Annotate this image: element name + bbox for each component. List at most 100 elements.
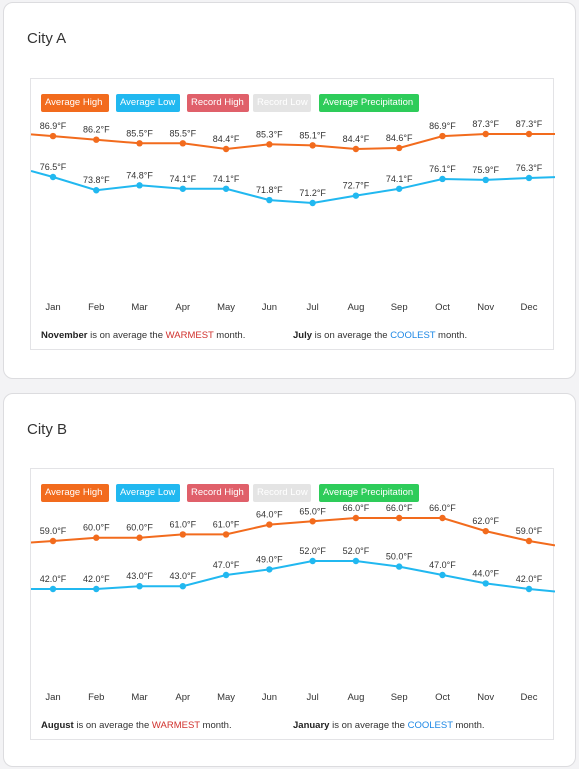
line-plot: 86.9°F 86.2°F 85.5°F 85.5°F 84.4°F 85.3°F 85.1… bbox=[31, 119, 555, 313]
average-low-data-label: 47.0°F bbox=[429, 560, 456, 570]
average-high-point[interactable] bbox=[93, 136, 100, 143]
x-tick-label: Nov bbox=[477, 692, 494, 703]
coolest-text: is on average the bbox=[329, 720, 408, 731]
line-plot: 59.0°F 60.0°F 60.0°F 61.0°F 61.0°F 64.0°F 65.0… bbox=[31, 503, 555, 703]
x-tick-label: Mar bbox=[131, 302, 147, 313]
coolest-word: COOLEST bbox=[407, 720, 453, 731]
legend-record-high-button[interactable]: Record High bbox=[187, 94, 249, 112]
average-high-point[interactable] bbox=[439, 514, 446, 522]
average-high-data-label: 61.0°F bbox=[170, 519, 197, 529]
average-low-point[interactable] bbox=[395, 185, 403, 192]
average-low-point[interactable] bbox=[93, 585, 100, 593]
legend-average-high-button[interactable]: Average High bbox=[41, 94, 109, 112]
legend-average-low-button[interactable]: Average Low bbox=[116, 94, 180, 112]
average-low-point[interactable] bbox=[266, 566, 273, 573]
x-tick-label: Jan bbox=[45, 692, 60, 703]
average-low-line bbox=[31, 560, 555, 593]
average-high-data-label: 59.0°F bbox=[516, 526, 543, 536]
average-low-point[interactable] bbox=[482, 176, 489, 184]
average-low-point[interactable] bbox=[525, 585, 533, 593]
average-low-data-label: 47.0°F bbox=[213, 560, 240, 570]
average-high-point[interactable] bbox=[266, 521, 273, 528]
average-low-point[interactable] bbox=[136, 583, 143, 590]
average-low-point[interactable] bbox=[49, 585, 57, 593]
average-low-point[interactable] bbox=[222, 571, 230, 579]
x-tick-label: Oct bbox=[435, 692, 450, 703]
average-low-point[interactable] bbox=[395, 563, 403, 570]
average-high-data-label: 85.3°F bbox=[256, 129, 283, 139]
warmest-month: November bbox=[41, 330, 88, 341]
average-low-data-label: 42.0°F bbox=[83, 574, 110, 584]
average-low-point[interactable] bbox=[179, 185, 187, 192]
average-high-point[interactable] bbox=[482, 527, 489, 535]
average-high-point[interactable] bbox=[395, 144, 403, 152]
average-low-data-label: 50.0°F bbox=[386, 552, 413, 562]
average-low-point[interactable] bbox=[352, 192, 360, 199]
average-low-point[interactable] bbox=[309, 199, 316, 207]
average-low-data-label: 52.0°F bbox=[299, 546, 326, 556]
x-tick-label: Feb bbox=[88, 302, 104, 313]
average-high-point[interactable] bbox=[482, 130, 489, 138]
average-high-point[interactable] bbox=[352, 514, 360, 522]
average-high-point[interactable] bbox=[395, 514, 403, 522]
legend-average-precipitation-button[interactable]: Average Precipitation bbox=[319, 484, 419, 502]
average-high-point[interactable] bbox=[439, 132, 446, 140]
average-high-data-label: 85.5°F bbox=[170, 128, 197, 138]
average-low-point[interactable] bbox=[179, 583, 187, 590]
average-low-point[interactable] bbox=[136, 182, 143, 189]
average-high-data-label: 65.0°F bbox=[299, 506, 326, 516]
average-low-data-label: 43.0°F bbox=[126, 571, 153, 581]
x-tick-label: May bbox=[217, 302, 235, 313]
average-high-point[interactable] bbox=[179, 140, 187, 147]
average-high-data-label: 87.3°F bbox=[472, 119, 499, 129]
average-high-point[interactable] bbox=[49, 537, 57, 545]
average-high-point[interactable] bbox=[525, 537, 533, 545]
average-high-data-label: 66.0°F bbox=[343, 503, 370, 513]
x-tick-label: Sep bbox=[391, 302, 408, 313]
average-high-point[interactable] bbox=[136, 534, 143, 541]
x-tick-label: Feb bbox=[88, 692, 104, 703]
legend-record-low-button[interactable]: Record Low bbox=[253, 484, 311, 502]
legend-record-low-button[interactable]: Record Low bbox=[253, 94, 311, 112]
x-tick-label: Apr bbox=[175, 302, 190, 313]
coolest-month: July bbox=[293, 330, 313, 341]
x-tick-label: May bbox=[217, 692, 235, 703]
coolest-end: month. bbox=[435, 330, 468, 341]
average-high-point[interactable] bbox=[179, 531, 187, 538]
average-high-point[interactable] bbox=[49, 132, 57, 140]
average-low-point[interactable] bbox=[439, 175, 446, 183]
average-low-data-label: 76.1°F bbox=[429, 164, 456, 174]
coolest-summary: January is on average the COOLEST month. bbox=[293, 720, 485, 731]
average-low-point[interactable] bbox=[49, 173, 57, 181]
average-high-point[interactable] bbox=[222, 531, 230, 538]
coolest-month: January bbox=[293, 720, 330, 731]
legend-average-high-button[interactable]: Average High bbox=[41, 484, 109, 502]
average-high-point[interactable] bbox=[525, 130, 533, 138]
legend-average-precipitation-button[interactable]: Average Precipitation bbox=[319, 94, 419, 112]
average-low-data-label: 71.8°F bbox=[256, 185, 283, 195]
average-low-point[interactable] bbox=[309, 557, 316, 565]
average-low-data-label: 74.1°F bbox=[170, 174, 197, 184]
average-low-point[interactable] bbox=[266, 196, 273, 204]
average-low-point[interactable] bbox=[525, 174, 533, 182]
average-high-point[interactable] bbox=[309, 518, 316, 525]
legend-record-high-button[interactable]: Record High bbox=[187, 484, 249, 502]
average-high-data-label: 86.9°F bbox=[429, 121, 456, 131]
average-low-point[interactable] bbox=[439, 571, 446, 579]
average-high-point[interactable] bbox=[136, 140, 143, 147]
legend-average-low-button[interactable]: Average Low bbox=[116, 484, 180, 502]
warmest-summary: November is on average the WARMEST month… bbox=[41, 330, 245, 341]
warmest-end: month. bbox=[199, 720, 232, 731]
warmest-word: WARMEST bbox=[165, 330, 214, 341]
average-high-point[interactable] bbox=[309, 142, 316, 149]
coolest-summary: July is on average the COOLEST month. bbox=[293, 330, 467, 341]
average-high-point[interactable] bbox=[93, 534, 100, 541]
average-low-point[interactable] bbox=[482, 580, 489, 587]
average-low-point[interactable] bbox=[352, 557, 360, 565]
average-high-point[interactable] bbox=[352, 145, 360, 153]
average-high-data-label: 84.4°F bbox=[213, 134, 240, 144]
average-low-point[interactable] bbox=[93, 187, 100, 194]
average-high-point[interactable] bbox=[266, 141, 273, 148]
average-high-point[interactable] bbox=[222, 145, 230, 153]
average-low-point[interactable] bbox=[222, 185, 230, 192]
